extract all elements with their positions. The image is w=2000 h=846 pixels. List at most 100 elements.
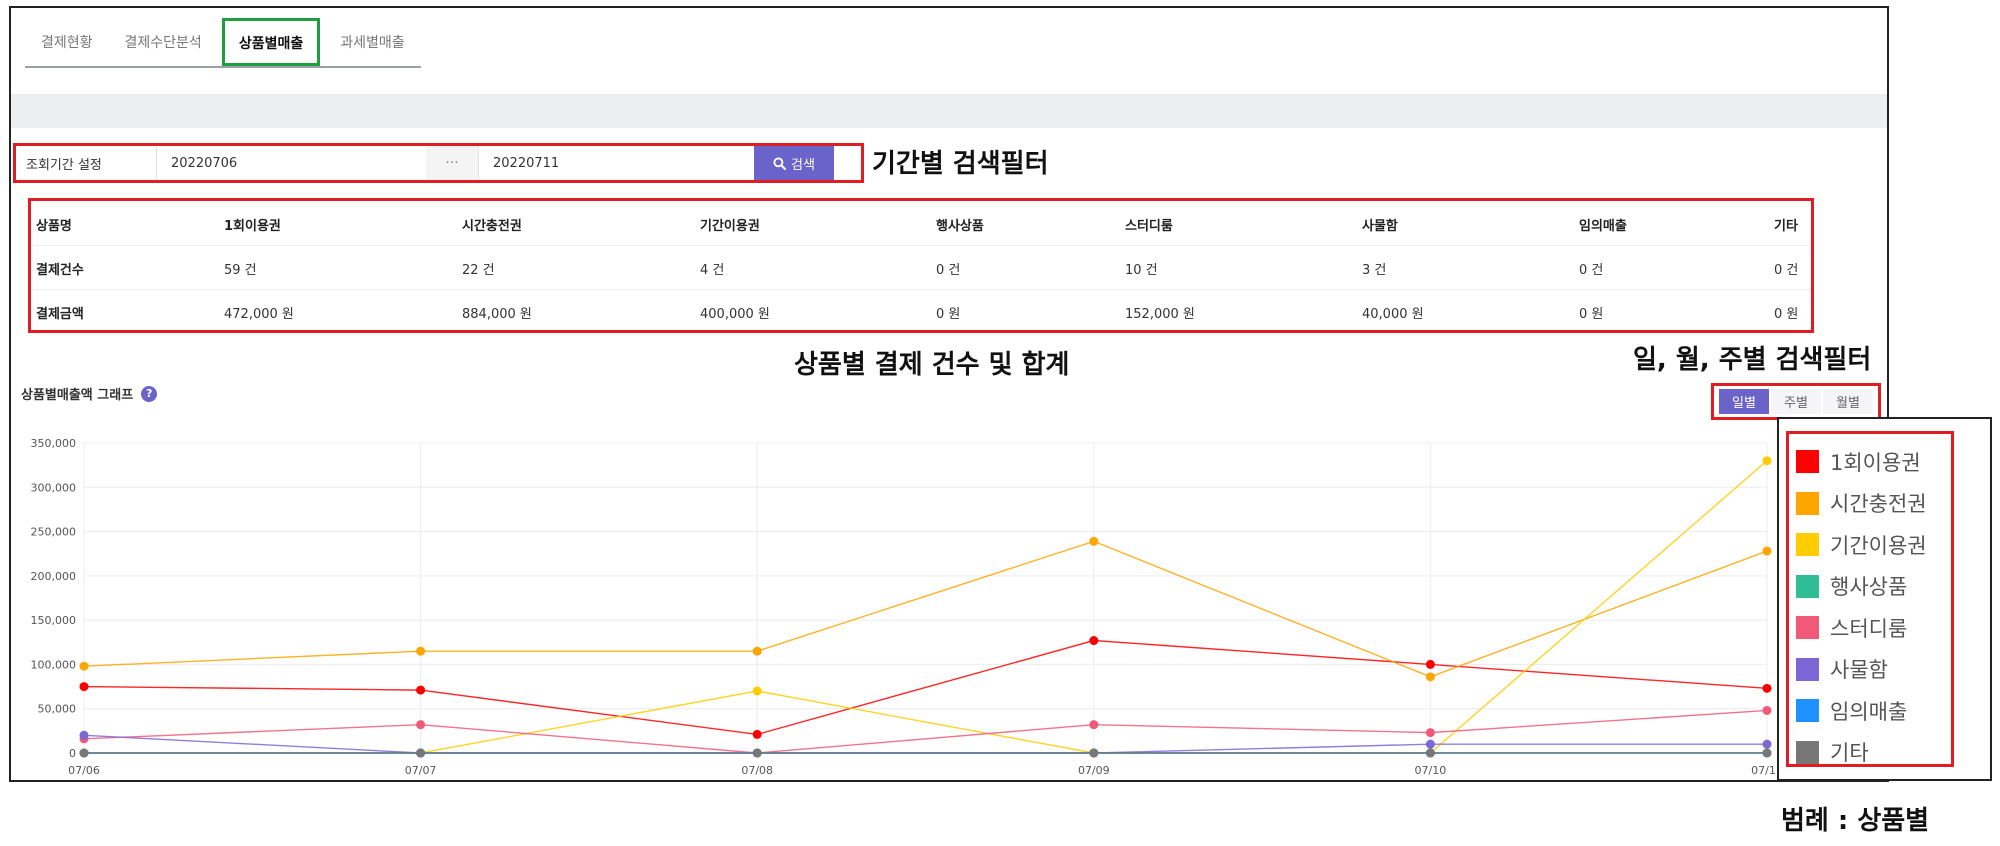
- date-range-separator: ···: [426, 146, 478, 180]
- legend-swatch: [1796, 491, 1819, 515]
- product-sales-line-chart: 0 50,000 100,000 150,000 200,000 250,000 300,0…: [31, 437, 1783, 777]
- data-point: [1425, 659, 1435, 669]
- data-point: [1762, 456, 1772, 466]
- table-cell: 0 원: [1774, 307, 1799, 322]
- legend-swatch: [1796, 533, 1819, 557]
- legend-item[interactable]: 1회이용권: [1796, 441, 1951, 483]
- legend-swatch: [1796, 740, 1819, 764]
- search-icon: [773, 156, 787, 170]
- column-header: 기간이용권: [700, 219, 760, 234]
- data-point: [1089, 720, 1099, 730]
- legend-item[interactable]: 행사상품: [1796, 566, 1951, 608]
- legend-label: 사물함: [1830, 658, 1888, 683]
- data-point: [1089, 536, 1099, 546]
- data-point: [79, 730, 89, 740]
- tab-bar: 결제현황 결제수단분석 상품별매출 과세별매출: [25, 14, 421, 68]
- legend-item[interactable]: 기타: [1796, 732, 1951, 774]
- section-divider: [11, 94, 1887, 128]
- y-tick-label: 50,000: [38, 703, 77, 716]
- question-icon[interactable]: ?: [141, 385, 158, 402]
- data-point: [1762, 748, 1772, 758]
- table-cell: 0 건: [936, 263, 961, 278]
- tab-payment-status[interactable]: 결제현황: [41, 35, 93, 51]
- data-point: [79, 748, 89, 758]
- data-point: [79, 661, 89, 671]
- legend-label: 임의매출: [1830, 699, 1908, 724]
- column-header: 기타: [1774, 219, 1798, 234]
- data-point: [752, 729, 762, 739]
- table-cell: 472,000 원: [224, 307, 294, 322]
- y-tick-label: 250,000: [31, 526, 77, 539]
- table-cell: 0 원: [936, 307, 961, 322]
- data-point: [416, 748, 426, 758]
- y-tick-label: 200,000: [31, 570, 77, 583]
- table-header-row: 상품명 1회이용권 시간충전권 기간이용권 행사상품 스터디룸 사물함 임의매출…: [31, 201, 1811, 246]
- legend-label: 1회이용권: [1830, 450, 1921, 475]
- table-cell: 0 건: [1579, 263, 1604, 278]
- search-button-label: 검색: [791, 157, 815, 173]
- y-tick-label: 0: [69, 747, 76, 760]
- start-date-input[interactable]: [156, 146, 426, 180]
- sales-by-product-panel: 결제현황 결제수단분석 상품별매출 과세별매출 조회기간 설정 ··· 검색 상…: [9, 6, 1889, 782]
- table-cell: 10 건: [1125, 263, 1158, 278]
- tab-payment-method-analysis[interactable]: 결제수단분석: [124, 35, 202, 51]
- legend-label: 기타: [1830, 741, 1869, 766]
- legend-item[interactable]: 기간이용권: [1796, 524, 1951, 566]
- column-header: 시간충전권: [462, 219, 522, 234]
- data-point: [79, 682, 89, 692]
- legend-item[interactable]: 임의매출: [1796, 690, 1951, 732]
- period-filter-label: 조회기간 설정: [26, 157, 102, 173]
- table-cell: 59 건: [224, 263, 257, 278]
- annotation-period-toggle: 일, 월, 주별 검색필터: [1633, 345, 1872, 375]
- data-point: [1425, 739, 1435, 749]
- series-line: [83, 709, 1768, 754]
- legend-swatch: [1796, 699, 1819, 723]
- graph-title: 상품별매출액 그래프 ?: [21, 384, 158, 403]
- table-cell: 40,000 원: [1362, 307, 1424, 322]
- legend-label: 행사상품: [1830, 575, 1908, 600]
- column-header: 상품명: [36, 219, 72, 234]
- annotation-legend: 범례 : 상품별: [1781, 806, 1930, 836]
- legend-item[interactable]: 스터디룸: [1796, 607, 1951, 649]
- annotation-period-filter: 기간별 검색필터: [872, 149, 1049, 179]
- table-cell: 400,000 원: [700, 307, 770, 322]
- x-tick-label: 07/07: [405, 764, 437, 777]
- series-line: [83, 734, 1767, 754]
- data-point: [1089, 748, 1099, 758]
- y-tick-label: 100,000: [31, 658, 77, 671]
- search-button[interactable]: 검색: [754, 146, 834, 180]
- row-label: 결제건수: [36, 263, 84, 278]
- y-tick-label: 150,000: [31, 614, 77, 627]
- table-row: 결제건수 59 건 22 건 4 건 0 건 10 건 3 건 0 건 0 건: [31, 245, 1811, 290]
- x-tick-label: 07/06: [68, 764, 100, 777]
- legend-item[interactable]: 사물함: [1796, 649, 1951, 691]
- tab-sales-by-product[interactable]: 상품별매출: [221, 18, 321, 66]
- legend-label: 시간충전권: [1830, 492, 1927, 517]
- row-label: 결제금액: [36, 307, 84, 322]
- daily-button[interactable]: 일별: [1719, 389, 1769, 414]
- legend-item[interactable]: 시간충전권: [1796, 483, 1951, 525]
- table-cell: 3 건: [1362, 263, 1387, 278]
- data-point: [1762, 546, 1772, 556]
- data-point: [1425, 672, 1435, 682]
- weekly-button[interactable]: 주별: [1771, 389, 1821, 414]
- table-cell: 22 건: [462, 263, 495, 278]
- series-line: [83, 639, 1768, 736]
- data-point: [1425, 728, 1435, 738]
- table-cell: 152,000 원: [1125, 307, 1195, 322]
- column-header: 스터디룸: [1125, 219, 1173, 234]
- data-point: [752, 686, 762, 696]
- x-tick-label: 07/09: [1078, 764, 1110, 777]
- end-date-input[interactable]: [478, 146, 748, 180]
- column-header: 1회이용권: [224, 219, 281, 234]
- tab-sales-by-tax[interactable]: 과세별매출: [340, 35, 405, 51]
- column-header: 임의매출: [1579, 219, 1627, 234]
- data-point: [1762, 739, 1772, 749]
- graph-title-text: 상품별매출액 그래프: [21, 388, 134, 403]
- legend-swatch: [1796, 616, 1819, 640]
- legend-swatch: [1796, 450, 1819, 474]
- legend-label: 스터디룸: [1830, 616, 1908, 641]
- monthly-button[interactable]: 월별: [1823, 389, 1873, 414]
- data-point: [416, 685, 426, 695]
